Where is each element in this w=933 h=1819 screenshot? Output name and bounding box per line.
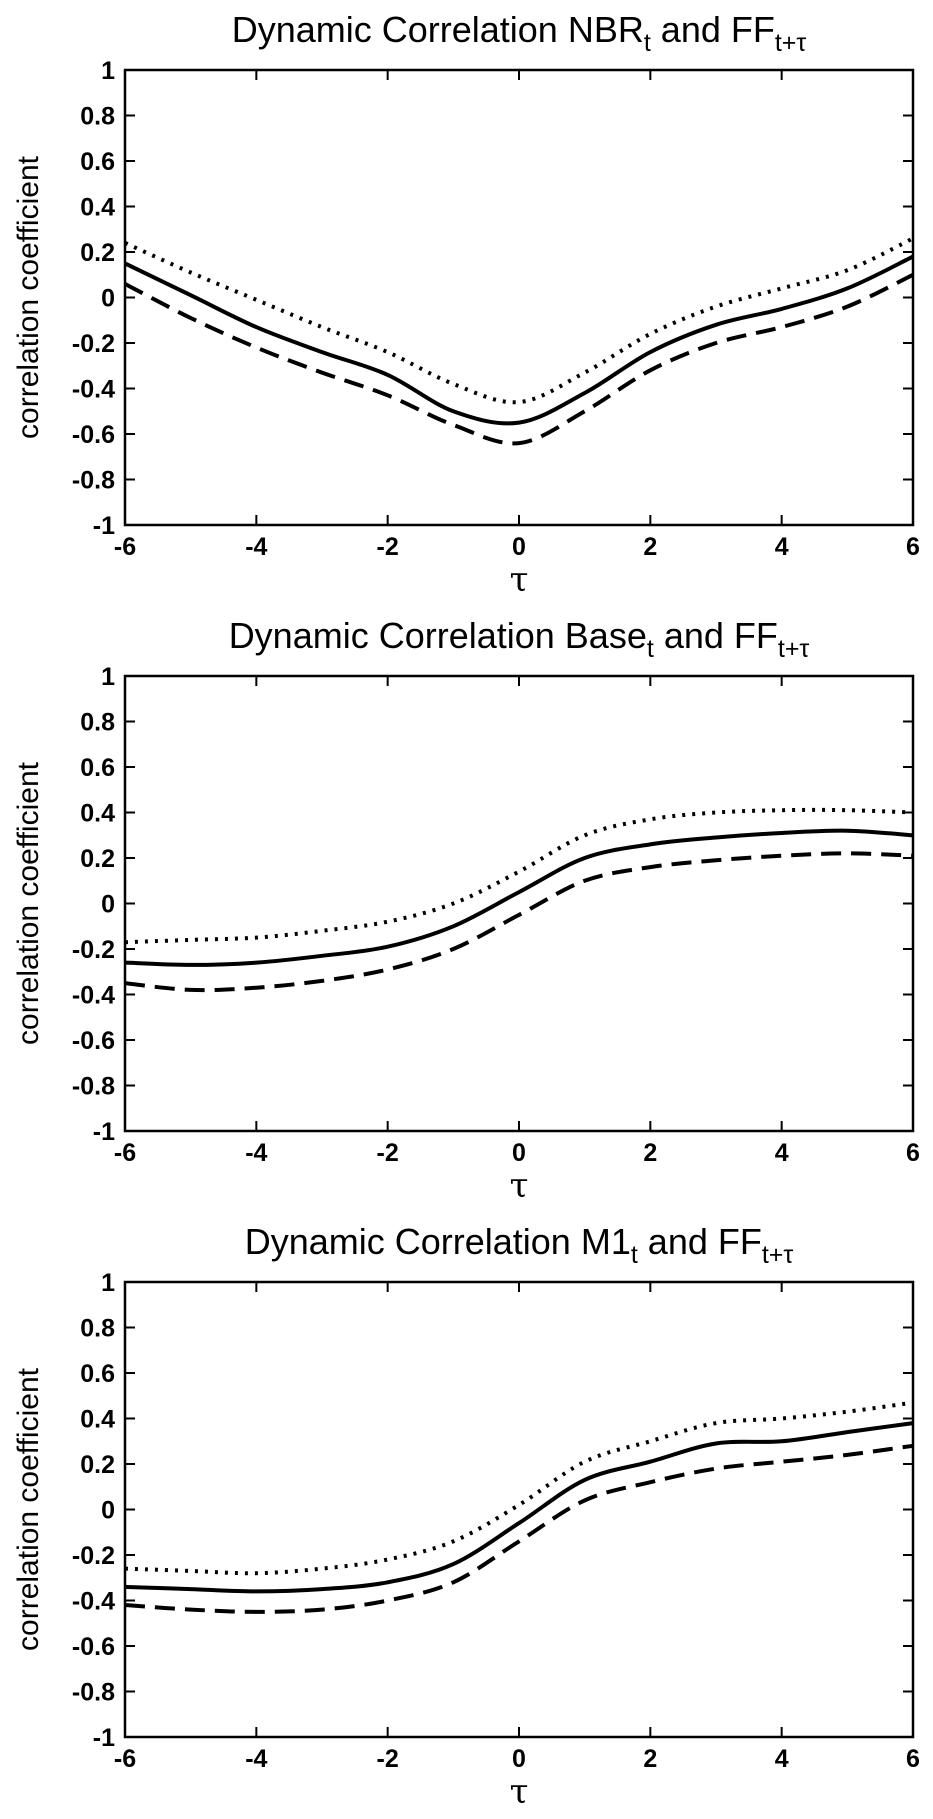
x-axis-label: τ <box>510 560 529 600</box>
x-tick-label: 6 <box>906 1139 920 1167</box>
y-tick-label: -1 <box>93 1724 115 1752</box>
y-tick-label: 0.2 <box>80 845 115 873</box>
y-tick-label: 1 <box>101 663 115 691</box>
chart-svg-base: Dynamic Correlation Baset and FFt+τ 1 0.8 0… <box>12 615 920 1206</box>
y-tick-label: 0.8 <box>80 709 115 737</box>
series-line-dashed <box>124 1443 914 1614</box>
y-tick-label: 0.4 <box>80 194 115 222</box>
x-tick-label: 6 <box>906 1745 920 1773</box>
x-tick-label: -4 <box>245 1745 267 1773</box>
plot-frame <box>123 68 915 527</box>
x-tick-label: 4 <box>775 1139 789 1167</box>
y-tick-label: -0.8 <box>72 467 115 495</box>
y-tick-label: -0.6 <box>72 1027 115 1055</box>
y-tick-label: 0.8 <box>80 1315 115 1343</box>
x-tick-label: -4 <box>245 1139 267 1167</box>
y-tick-label: 0.2 <box>80 239 115 267</box>
y-tick-label: 0.6 <box>80 1360 115 1388</box>
y-tick-label: 0.8 <box>80 103 115 131</box>
x-tick-label: -2 <box>377 533 399 561</box>
y-tick-label: 0.6 <box>80 754 115 782</box>
y-tick-label: -1 <box>93 1118 115 1146</box>
y-tick-label: 0.4 <box>80 1406 115 1434</box>
y-tick-label: -0.4 <box>72 376 115 404</box>
y-tick-label: -0.8 <box>72 1073 115 1101</box>
x-tick-label: 2 <box>643 533 657 561</box>
series-line-solid <box>124 828 914 967</box>
plot-frame <box>123 674 915 1133</box>
x-tick-label: 4 <box>775 533 789 561</box>
x-tick-label: 2 <box>643 1745 657 1773</box>
y-tick-label: -0.2 <box>72 1542 115 1570</box>
y-tick-label: -1 <box>93 512 115 540</box>
x-tick-label: -6 <box>114 1139 136 1167</box>
chart-panel-base: Dynamic Correlation Baset and FFt+τ 1 0.8 0… <box>0 606 933 1212</box>
x-axis-label: τ <box>510 1166 529 1206</box>
y-tick-label: -0.6 <box>72 1633 115 1661</box>
y-tick-label: 0.4 <box>80 800 115 828</box>
x-tick-label: 2 <box>643 1139 657 1167</box>
chart-title: Dynamic Correlation Baset and FFt+τ <box>229 615 810 663</box>
series-line-solid <box>124 254 914 426</box>
x-tick-label: 0 <box>512 533 526 561</box>
y-tick-label: -0.2 <box>72 936 115 964</box>
series-line-dotted <box>124 1400 914 1576</box>
x-axis-label: τ <box>510 1772 529 1812</box>
series-line-dotted <box>124 807 914 945</box>
chart-panel-m1: Dynamic Correlation M1t and FFt+τ 1 0.8 0.6… <box>0 1212 933 1818</box>
x-tick-label: 0 <box>512 1139 526 1167</box>
chart-svg-nbr: Dynamic Correlation NBRt and FFt+τ 1 0.8 0.… <box>12 9 920 600</box>
series-line-dashed <box>124 273 914 446</box>
x-tick-label: -4 <box>245 533 267 561</box>
chart-svg-m1: Dynamic Correlation M1t and FFt+τ 1 0.8 0.6… <box>12 1221 920 1812</box>
series-line-dashed <box>124 851 914 993</box>
series-line-solid <box>124 1421 914 1594</box>
y-tick-label: 0 <box>101 891 115 919</box>
chart-title: Dynamic Correlation M1t and FFt+τ <box>245 1221 794 1269</box>
chart-panel-nbr: Dynamic Correlation NBRt and FFt+τ 1 0.8 0.… <box>0 0 933 606</box>
y-axis-label: correlation coefficient <box>12 1367 45 1651</box>
x-tick-label: -6 <box>114 1745 136 1773</box>
y-tick-label: 0 <box>101 1497 115 1525</box>
y-tick-label: -0.2 <box>72 330 115 358</box>
x-tick-label: 0 <box>512 1745 526 1773</box>
y-tick-label: 0.6 <box>80 148 115 176</box>
y-tick-label: 1 <box>101 1269 115 1297</box>
y-tick-label: -0.6 <box>72 421 115 449</box>
x-tick-label: 6 <box>906 533 920 561</box>
chart-title: Dynamic Correlation NBRt and FFt+τ <box>232 9 807 57</box>
y-tick-label: -0.8 <box>72 1679 115 1707</box>
x-tick-label: -2 <box>377 1745 399 1773</box>
y-tick-label: 0.2 <box>80 1451 115 1479</box>
y-tick-label: -0.4 <box>72 982 115 1010</box>
y-tick-label: 1 <box>101 57 115 85</box>
x-tick-label: -2 <box>377 1139 399 1167</box>
y-tick-label: -0.4 <box>72 1588 115 1616</box>
x-tick-label: -6 <box>114 533 136 561</box>
plot-frame <box>123 1280 915 1739</box>
y-tick-label: 0 <box>101 285 115 313</box>
y-axis-label: correlation coefficient <box>12 761 45 1045</box>
x-tick-label: 4 <box>775 1745 789 1773</box>
y-axis-label: correlation coefficient <box>12 155 45 439</box>
